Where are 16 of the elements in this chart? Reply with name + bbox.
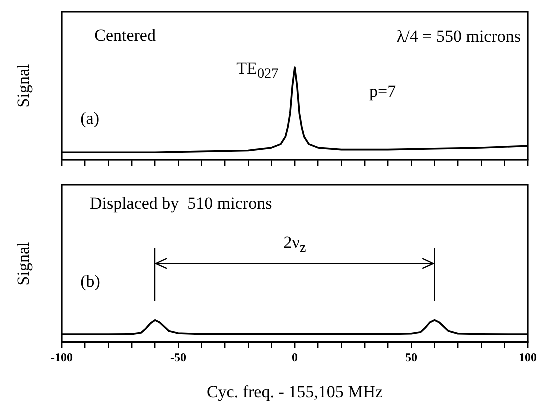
text: λ/4 = 550 microns <box>396 27 521 48</box>
x-tick-label: 100 <box>519 350 537 364</box>
annotation: (a) <box>80 108 100 129</box>
x-tick-label: -50 <box>170 350 186 364</box>
text: 2ν$_{z}$ <box>284 232 306 257</box>
annotation: p=7 <box>370 82 396 102</box>
y-axis-title: Signal <box>14 242 34 286</box>
x-tick-label: 0 <box>292 350 298 364</box>
text: (b) <box>80 272 100 292</box>
x-tick-label: -100 <box>51 350 73 364</box>
annotation: TE$_{027}$ <box>236 58 279 84</box>
x-axis-title: Cyc. freq. - 155,105 MHz <box>206 382 384 402</box>
y-axis-title: Signal <box>14 64 34 108</box>
text: Displaced by 510 microns <box>90 194 272 214</box>
x-tick-label: 50 <box>406 350 418 364</box>
text: Centered <box>94 26 156 46</box>
